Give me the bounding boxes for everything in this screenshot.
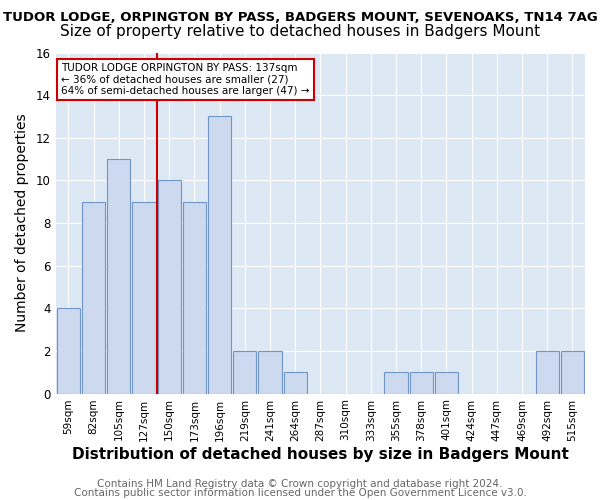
Text: Contains public sector information licensed under the Open Government Licence v3: Contains public sector information licen… (74, 488, 526, 498)
Bar (233, 351, 256, 394)
Bar (107, 159, 130, 394)
Text: TUDOR LODGE ORPINGTON BY PASS: 137sqm
← 36% of detached houses are smaller (27)
: TUDOR LODGE ORPINGTON BY PASS: 137sqm ← … (61, 62, 310, 96)
Bar (57, 308, 80, 394)
Bar (183, 202, 206, 394)
Bar (385, 372, 407, 394)
Bar (561, 351, 584, 394)
Bar (410, 372, 433, 394)
Bar (259, 351, 281, 394)
Bar (82, 202, 105, 394)
Bar (133, 202, 155, 394)
Text: TUDOR LODGE, ORPINGTON BY PASS, BADGERS MOUNT, SEVENOAKS, TN14 7AG: TUDOR LODGE, ORPINGTON BY PASS, BADGERS … (2, 11, 598, 24)
Bar (284, 372, 307, 394)
Bar (158, 180, 181, 394)
Y-axis label: Number of detached properties: Number of detached properties (15, 114, 29, 332)
Text: Size of property relative to detached houses in Badgers Mount: Size of property relative to detached ho… (60, 24, 540, 39)
Bar (536, 351, 559, 394)
X-axis label: Distribution of detached houses by size in Badgers Mount: Distribution of detached houses by size … (72, 448, 569, 462)
Text: Contains HM Land Registry data © Crown copyright and database right 2024.: Contains HM Land Registry data © Crown c… (97, 479, 503, 489)
Bar (208, 116, 231, 394)
Bar (435, 372, 458, 394)
